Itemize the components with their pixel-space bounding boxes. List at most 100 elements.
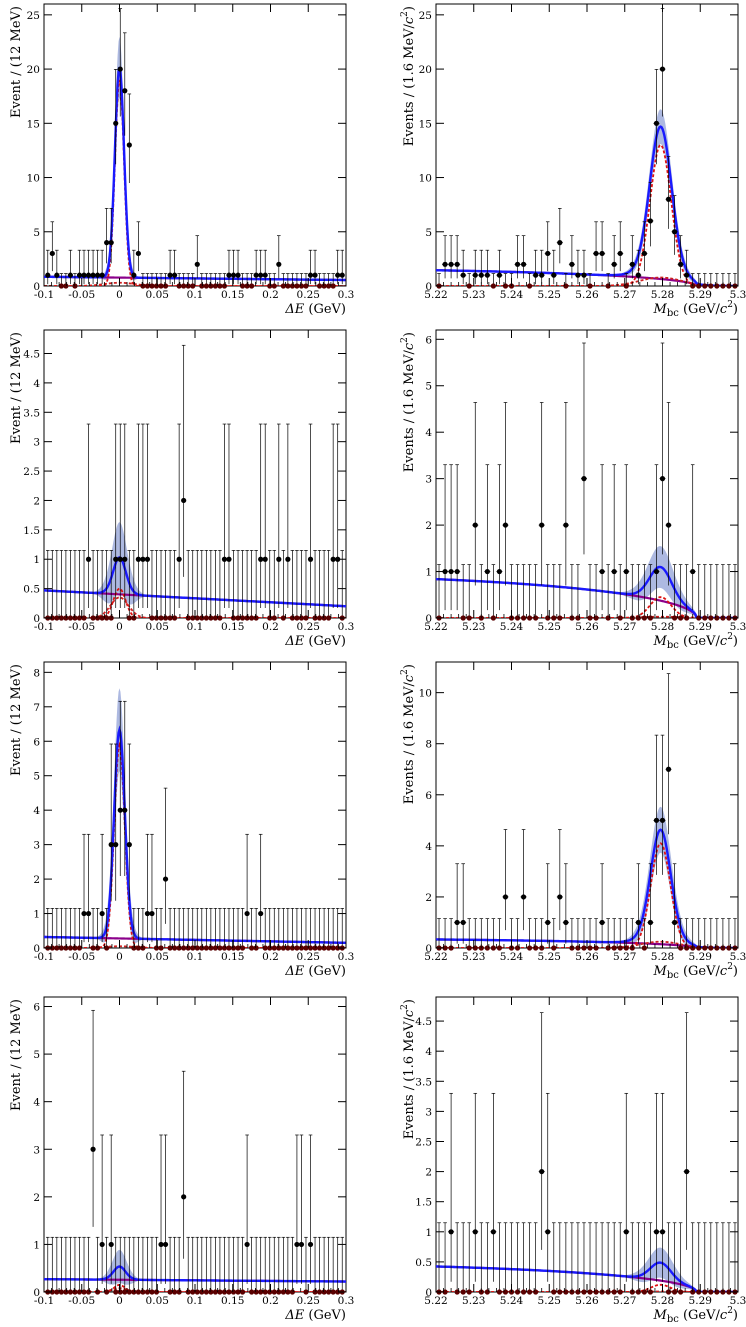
- data-point: [172, 1236, 178, 1295]
- x-tick-label: 5.22: [424, 951, 447, 963]
- data-point: [131, 550, 137, 621]
- data-point: [339, 550, 345, 621]
- data-point: [244, 833, 250, 943]
- data-marker: [258, 910, 264, 917]
- data-marker: [330, 1289, 336, 1295]
- data-marker: [226, 556, 232, 562]
- data-marker: [466, 1289, 472, 1295]
- data-point: [230, 550, 237, 621]
- x-tick-label: 5.3: [730, 1295, 746, 1307]
- x-axis-title: Mbc (GeV/c2): [653, 632, 738, 651]
- data-marker: [104, 615, 110, 621]
- data-marker: [122, 556, 128, 562]
- x-tick-label: -0.05: [68, 1295, 95, 1307]
- data-point: [63, 550, 69, 621]
- y-tick-label: 15: [419, 118, 432, 130]
- data-marker: [496, 272, 503, 278]
- x-tick-label: 5.27: [613, 951, 636, 963]
- data-marker: [203, 1289, 209, 1295]
- data-point: [677, 1222, 684, 1295]
- data-marker: [176, 1289, 182, 1295]
- data-point: [641, 1222, 648, 1295]
- panel-row1-dE: -0.1 -0.05 0 0.05 0.1 0.15 0.2 0.25 0.3 0 5 10 15 20 2…: [9, 3, 354, 317]
- data-marker: [267, 615, 273, 621]
- data-marker: [258, 1289, 264, 1295]
- x-tick-label: 5.28: [651, 289, 674, 301]
- data-marker: [527, 615, 533, 621]
- data-marker: [271, 615, 277, 621]
- data-point: [665, 402, 672, 586]
- data-point: [108, 1134, 114, 1284]
- data-marker: [448, 568, 454, 575]
- data-point: [707, 1222, 714, 1295]
- data-point: [199, 1236, 205, 1295]
- data-point: [562, 863, 569, 944]
- data-point: [701, 918, 708, 951]
- data-point: [235, 550, 241, 621]
- data-point: [335, 1236, 341, 1295]
- panel-row3-dE: -0.1 -0.05 0 0.05 0.1 0.15 0.2 0.25 0.3 0 1 2 3 4 5 6 7 8…: [9, 661, 354, 979]
- y-tick-label: 2: [33, 1192, 40, 1204]
- data-marker: [140, 945, 146, 951]
- data-point: [671, 863, 678, 944]
- data-marker: [312, 272, 318, 278]
- data-point: [176, 908, 182, 951]
- data-marker: [194, 261, 200, 267]
- data-marker: [563, 522, 569, 528]
- data-marker: [194, 945, 200, 951]
- data-point: [72, 908, 78, 951]
- data-point: [454, 464, 461, 611]
- data-marker: [647, 919, 654, 926]
- data-point: [460, 1222, 467, 1295]
- total-fit-curve: [44, 1265, 346, 1283]
- data-marker: [659, 817, 666, 823]
- data-point: [611, 235, 618, 279]
- data-point: [63, 1236, 69, 1295]
- data-marker: [665, 766, 672, 772]
- data-point: [249, 273, 255, 289]
- data-point: [526, 564, 533, 621]
- data-point: [520, 564, 527, 621]
- data-marker: [303, 945, 309, 951]
- data-marker: [581, 272, 587, 278]
- data-marker: [307, 556, 314, 562]
- x-tick-label: 0.1: [187, 951, 204, 963]
- data-marker: [330, 945, 336, 951]
- data-point: [629, 235, 636, 279]
- data-marker: [140, 556, 146, 562]
- data-marker: [339, 272, 345, 278]
- data-point: [190, 273, 196, 289]
- data-marker: [539, 272, 545, 278]
- data-marker: [307, 945, 314, 951]
- data-marker: [659, 1229, 666, 1235]
- data-point: [144, 833, 151, 943]
- data-marker: [122, 807, 128, 813]
- data-marker: [54, 945, 60, 951]
- data-point: [659, 1092, 666, 1282]
- data-marker: [126, 842, 132, 848]
- data-point: [221, 423, 228, 609]
- data-point: [221, 908, 228, 951]
- data-point: [490, 918, 497, 951]
- y-tick-label: 20: [419, 64, 432, 76]
- data-point: [185, 550, 191, 621]
- x-tick-label: 0: [116, 951, 123, 963]
- data-marker: [194, 1289, 200, 1295]
- y-tick-label: 6: [33, 736, 40, 748]
- data-point: [153, 550, 160, 621]
- data-marker: [641, 945, 647, 951]
- data-point: [144, 1236, 151, 1295]
- data-marker: [90, 272, 96, 278]
- data-point: [725, 1222, 732, 1295]
- data-marker: [330, 556, 336, 562]
- data-marker: [611, 568, 617, 575]
- data-marker: [221, 283, 228, 289]
- data-point: [460, 249, 467, 285]
- signal-curve: [44, 79, 346, 286]
- data-point: [181, 273, 187, 289]
- data-point: [76, 1236, 83, 1295]
- data-point: [135, 423, 141, 609]
- data-point: [436, 1222, 443, 1295]
- data-marker: [244, 283, 250, 289]
- y-tick-label: 1: [425, 567, 432, 579]
